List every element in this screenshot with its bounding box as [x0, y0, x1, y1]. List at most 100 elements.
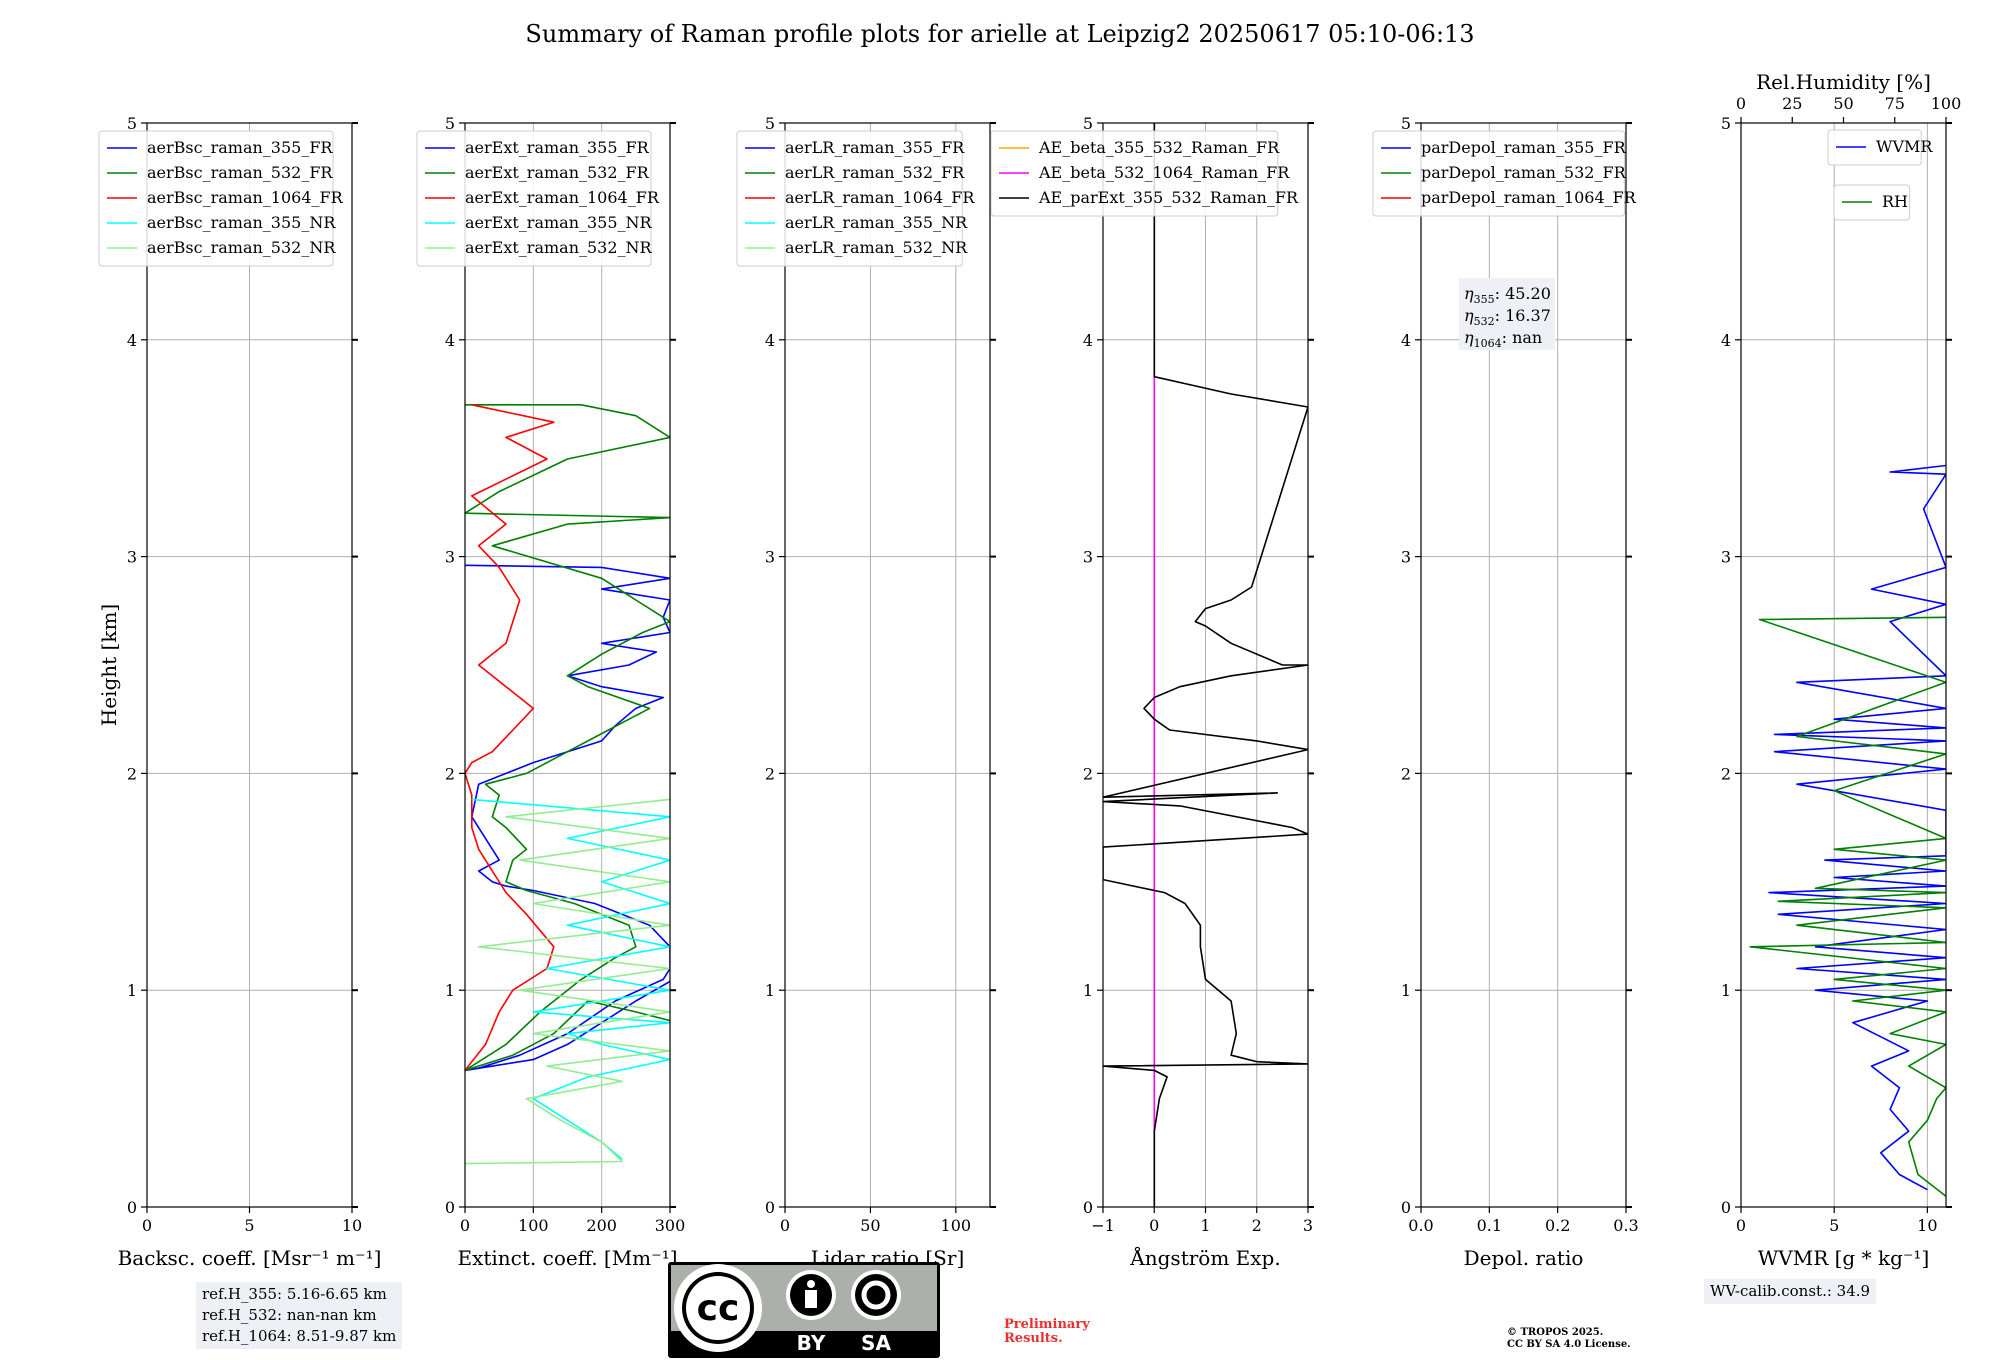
- y-tick-label: 3: [1083, 548, 1093, 567]
- x-axis-label-ext: Extinct. coeff. [Mm⁻¹]: [457, 1246, 677, 1270]
- x-tick-label: 200: [586, 1216, 617, 1235]
- prelim-line-2: Results.: [1004, 1331, 1063, 1346]
- y-tick-label: 2: [1083, 764, 1093, 783]
- top-x-axis-label: Rel.Humidity [%]: [1756, 70, 1931, 94]
- cc-logo-text: cc: [697, 1288, 740, 1329]
- top-x-tick-label: 75: [1885, 94, 1905, 113]
- legend-ae-label: AE_parExt_355_532_Raman_FR: [1038, 188, 1299, 207]
- y-tick-label: 3: [1721, 548, 1731, 567]
- y-tick-label: 5: [127, 114, 137, 133]
- legend-rh-label: RH: [1882, 192, 1908, 211]
- x-tick-label: 1: [1200, 1216, 1210, 1235]
- x-tick-label: −1: [1091, 1216, 1115, 1235]
- y-tick-label: 2: [1401, 764, 1411, 783]
- y-tick-label: 3: [127, 548, 137, 567]
- x-axis-label-ae: Ångström Exp.: [1129, 1245, 1280, 1270]
- legend-depol-label: parDepol_raman_1064_FR: [1421, 188, 1637, 207]
- y-tick-label: 1: [1721, 981, 1731, 1000]
- legend-ext-label: aerExt_raman_355_FR: [465, 138, 650, 157]
- legend-lr-label: aerLR_raman_532_NR: [785, 238, 968, 257]
- top-x-tick-label: 0: [1736, 94, 1746, 113]
- legend-bsc-label: aerBsc_raman_355_NR: [147, 213, 336, 232]
- legend-depol-frame: [1372, 130, 1626, 217]
- y-axis-label: Height [km]: [97, 604, 121, 726]
- x-tick-label: 2: [1252, 1216, 1262, 1235]
- x-tick-label: 300: [655, 1216, 686, 1235]
- x-tick-label: 5: [244, 1216, 254, 1235]
- x-tick-label: 3: [1303, 1216, 1313, 1235]
- eta-box: [1459, 278, 1555, 350]
- legend-ae-label: AE_beta_355_532_Raman_FR: [1038, 138, 1280, 157]
- x-tick-label: 0.3: [1613, 1216, 1638, 1235]
- x-axis-label-bsc: Backsc. coeff. [Msr⁻¹ m⁻¹]: [118, 1246, 382, 1270]
- series-line-aerext-raman-1064-fr: [465, 404, 555, 1071]
- x-axis-label-wv: WVMR [g * kg⁻¹]: [1758, 1246, 1930, 1270]
- y-tick-label: 5: [1401, 114, 1411, 133]
- series-line-aerext-raman-355-fr: [465, 564, 670, 1072]
- legend-lr-label: aerLR_raman_532_FR: [785, 163, 965, 182]
- eta-1064: η1064: nan: [1464, 328, 1542, 350]
- y-tick-label: 4: [1721, 331, 1731, 350]
- series-line-aerext-raman-532-fr: [465, 403, 670, 1072]
- series-line-ae-parext-355-532-raman-fr: [1103, 123, 1308, 1207]
- ref-line-1064: ref.H_1064: 8.51-9.87 km: [202, 1327, 397, 1345]
- legend-ae-label: AE_beta_532_1064_Raman_FR: [1038, 163, 1290, 182]
- legend-bsc-label: aerBsc_raman_355_FR: [147, 138, 333, 157]
- series-line-wvmr: [1768, 464, 1946, 1191]
- x-tick-label: 100: [518, 1216, 549, 1235]
- y-tick-label: 0: [1401, 1198, 1411, 1217]
- x-tick-label: 5: [1829, 1216, 1839, 1235]
- y-tick-label: 3: [445, 548, 455, 567]
- legend-bsc-label: aerBsc_raman_1064_FR: [147, 188, 344, 207]
- prelim-line-1: Preliminary: [1004, 1317, 1090, 1332]
- legend-lr-label: aerLR_raman_355_FR: [785, 138, 965, 157]
- x-tick-label: 0: [1149, 1216, 1159, 1235]
- figure-title: Summary of Raman profile plots for ariel…: [525, 20, 1475, 48]
- y-tick-label: 0: [765, 1198, 775, 1217]
- y-tick-label: 4: [445, 331, 455, 350]
- y-tick-label: 1: [1401, 981, 1411, 1000]
- x-tick-label: 0.0: [1408, 1216, 1433, 1235]
- axes-frame: [1740, 122, 1947, 1208]
- legend-ext-label: aerExt_raman_532_FR: [465, 163, 650, 182]
- legend-ext-frame: [416, 130, 652, 267]
- panel-wv: [1735, 117, 1952, 1213]
- x-tick-label: 0.1: [1477, 1216, 1502, 1235]
- y-tick-label: 1: [445, 981, 455, 1000]
- x-tick-label: 0.2: [1545, 1216, 1570, 1235]
- eta-532: η532: 16.37: [1464, 306, 1551, 328]
- y-tick-label: 3: [1401, 548, 1411, 567]
- legend-bsc-frame: [98, 130, 334, 267]
- legend-lr-frame: [736, 130, 963, 267]
- y-tick-label: 0: [445, 1198, 455, 1217]
- y-tick-label: 5: [445, 114, 455, 133]
- cc-by-sa-logo: cc BY SA: [668, 1262, 940, 1358]
- reference-height-box: ref.H_355: 5.16-6.65 km ref.H_532: nan-n…: [196, 1282, 403, 1349]
- cc-sa-text: SA: [861, 1331, 891, 1355]
- axes-frame: [464, 122, 671, 1208]
- legend-bsc-label: aerBsc_raman_532_FR: [147, 163, 333, 182]
- legend-ae-frame: [990, 130, 1279, 217]
- cc-by-text: BY: [797, 1331, 826, 1355]
- x-tick-label: 0: [780, 1216, 790, 1235]
- y-tick-label: 2: [127, 764, 137, 783]
- legend-bsc-label: aerBsc_raman_532_NR: [147, 238, 336, 257]
- legend-lr-label: aerLR_raman_1064_FR: [785, 188, 975, 207]
- y-tick-label: 0: [1083, 1198, 1093, 1217]
- y-tick-label: 2: [445, 764, 455, 783]
- x-tick-label: 0: [142, 1216, 152, 1235]
- panel-lr: [736, 122, 996, 1213]
- preliminary-note: Preliminary Results.: [1004, 1318, 1090, 1346]
- y-tick-label: 5: [765, 114, 775, 133]
- copyright-note: © TROPOS 2025. CC BY SA 4.0 License.: [1507, 1327, 1631, 1351]
- top-x-tick-label: 25: [1782, 94, 1802, 113]
- y-tick-label: 5: [1083, 114, 1093, 133]
- y-tick-label: 4: [127, 331, 137, 350]
- y-tick-label: 0: [127, 1198, 137, 1217]
- panel-ae: [990, 122, 1314, 1213]
- y-tick-label: 1: [1083, 981, 1093, 1000]
- x-tick-label: 100: [941, 1216, 972, 1235]
- legend-wvmr-frame: [1827, 129, 1922, 166]
